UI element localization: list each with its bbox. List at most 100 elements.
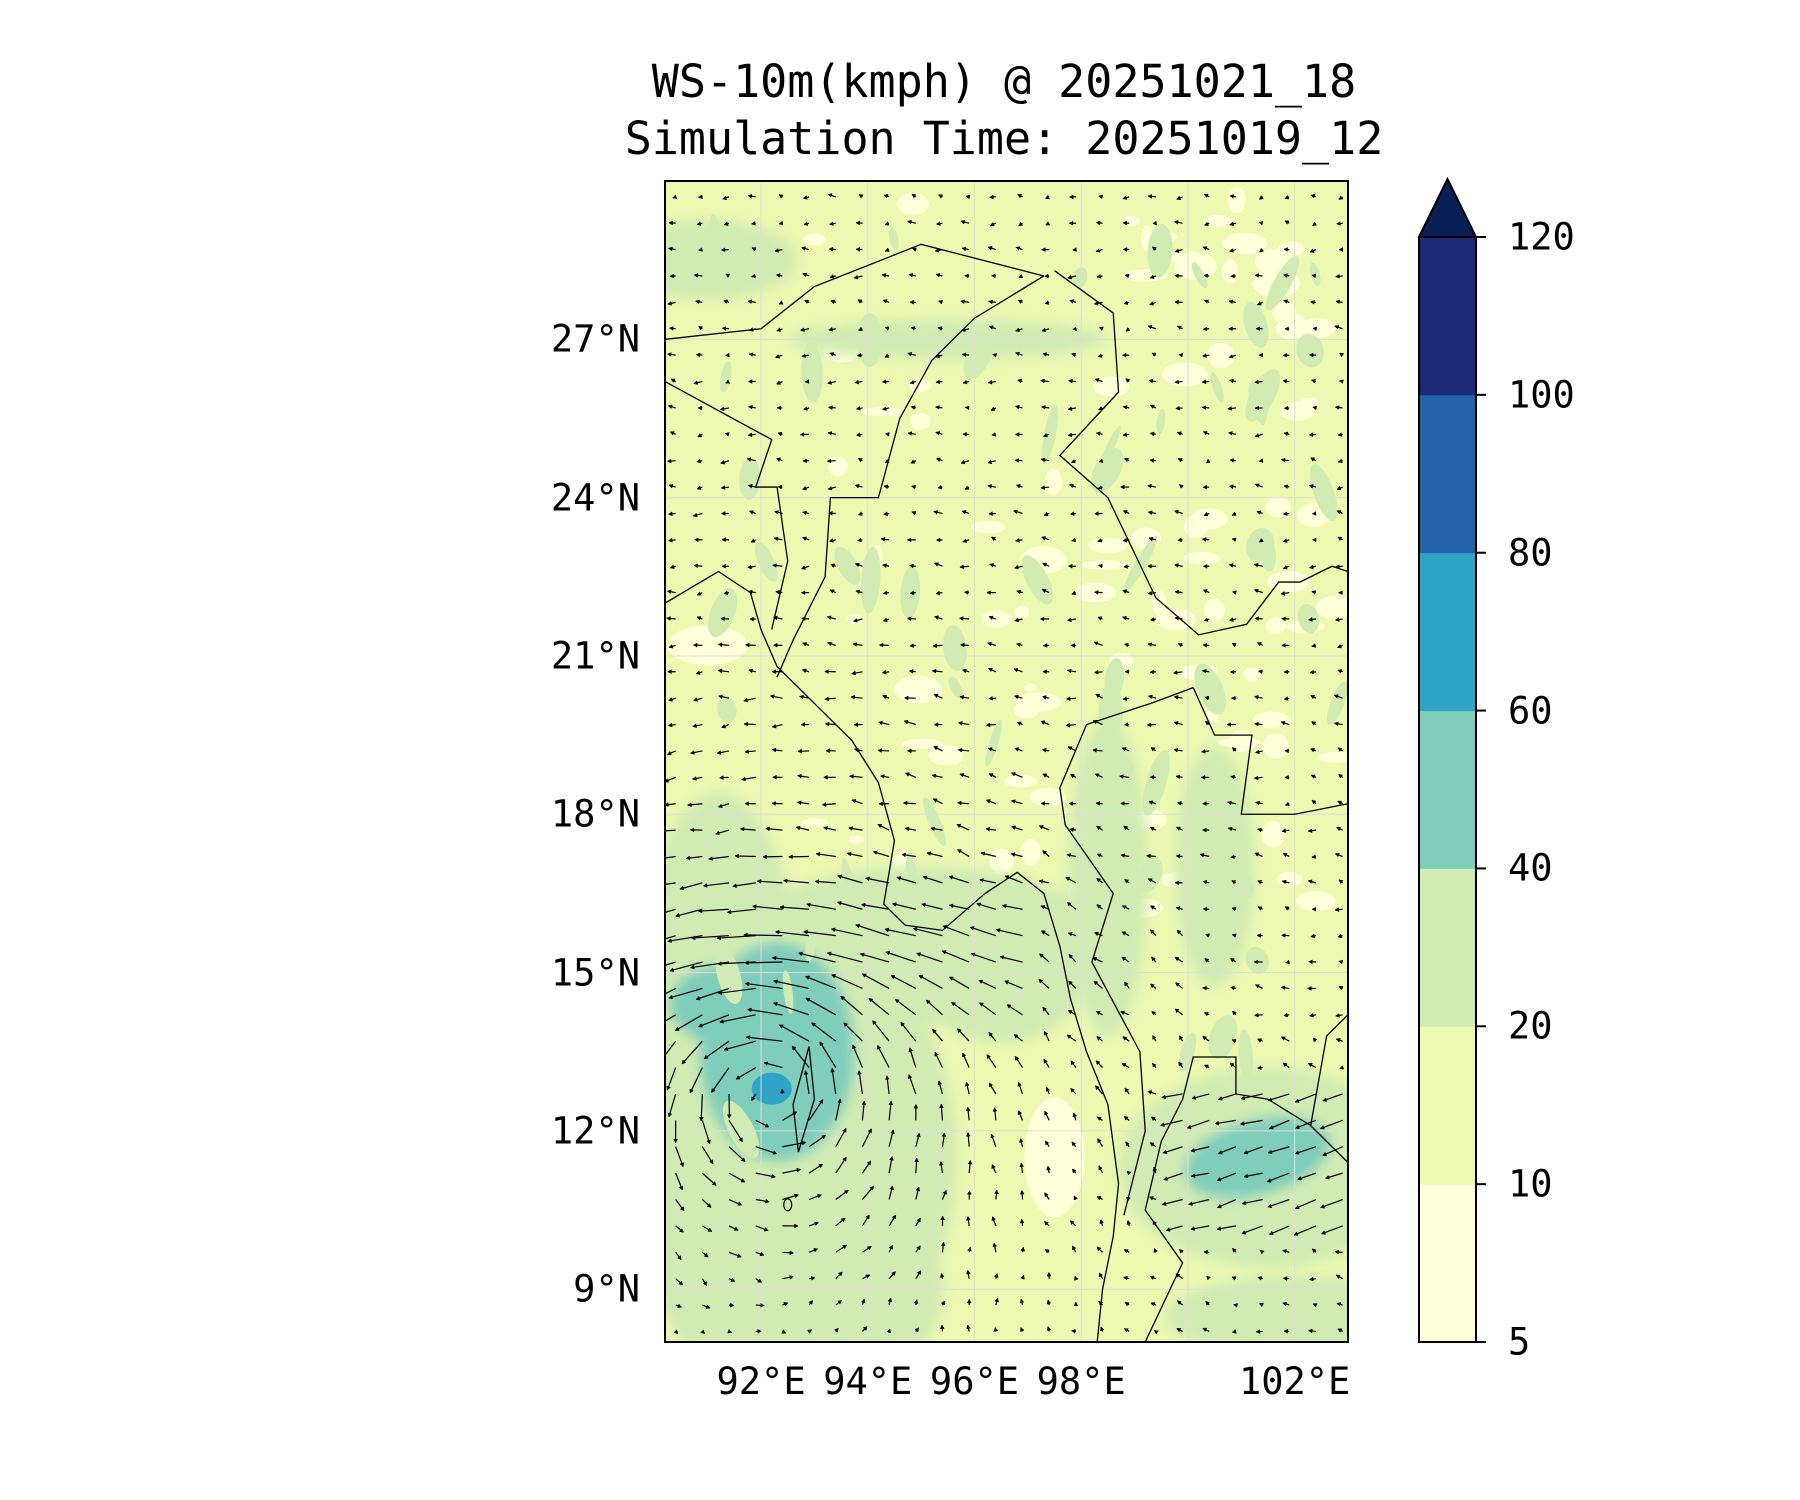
wind-arrowhead xyxy=(1230,774,1235,780)
wind-arrow xyxy=(665,935,676,940)
wind-arrowhead xyxy=(1068,801,1074,806)
wind-arrowhead xyxy=(1267,1203,1273,1208)
wind-arrowhead xyxy=(933,722,939,727)
wind-arrowhead xyxy=(891,902,897,907)
wind-arrowhead xyxy=(719,1019,724,1024)
wind-arrowhead xyxy=(725,352,730,358)
wind-arrowhead xyxy=(941,950,947,955)
wind-arrowhead xyxy=(925,999,931,1005)
wind-arrowhead xyxy=(1072,1112,1078,1118)
wind-arrowhead xyxy=(1161,1094,1166,1100)
colorbar-tick-label: 20 xyxy=(1508,1004,1553,1048)
wind-arrowhead xyxy=(1099,1326,1105,1332)
wind-arrowhead xyxy=(1097,616,1103,621)
wind-arrowhead xyxy=(882,406,887,411)
wind-arrowhead xyxy=(909,563,914,569)
wind-arrowhead xyxy=(776,380,782,385)
wind-arrowhead xyxy=(986,590,991,595)
wind-arrowhead xyxy=(1310,747,1315,753)
wind-arrowhead xyxy=(800,327,805,332)
wind-arrowhead xyxy=(738,1137,743,1143)
wind-arrowhead xyxy=(1205,1300,1210,1306)
wind-arrowhead xyxy=(930,826,936,832)
wind-arrow xyxy=(717,935,756,939)
wind-arrowhead xyxy=(697,433,703,438)
wind-arrowhead xyxy=(1311,721,1317,726)
lon-tick-label: 94°E xyxy=(823,1360,913,1403)
wind-arrowhead xyxy=(855,220,861,226)
wind-arrowhead xyxy=(765,1198,770,1204)
wind-arrowhead xyxy=(1016,721,1022,726)
wind-arrowhead xyxy=(830,299,836,305)
wind-arrowhead xyxy=(1337,933,1343,939)
wind-arrowhead xyxy=(1098,563,1103,569)
wind-arrowhead xyxy=(1258,352,1264,358)
wind-arrowhead xyxy=(991,432,997,437)
wind-arrowhead xyxy=(1041,588,1047,594)
wind-arrowhead xyxy=(1119,774,1124,779)
wind-arrowhead xyxy=(1338,879,1344,885)
wind-arrowhead xyxy=(988,696,993,701)
wind-arrowhead xyxy=(1122,510,1128,515)
wind-arrowhead xyxy=(1097,353,1103,358)
wind-arrowhead xyxy=(668,483,674,489)
wind-arrowhead xyxy=(896,876,902,881)
wind-arrowhead xyxy=(908,669,914,674)
wind-arrowhead xyxy=(652,884,656,888)
wind-arrowhead xyxy=(1217,1150,1223,1155)
wind-arrowhead xyxy=(669,564,675,569)
wind-arrowhead xyxy=(854,747,859,753)
wind-arrowhead xyxy=(1173,720,1179,726)
wind-arrowhead xyxy=(1019,1138,1024,1143)
wind-arrowhead xyxy=(763,1061,769,1066)
wind-arrowhead xyxy=(698,326,704,331)
wind-arrowhead xyxy=(909,643,914,648)
wind-arrowhead xyxy=(1123,1275,1128,1281)
shading-5-10 xyxy=(1300,397,1319,408)
wind-arrowhead xyxy=(1243,1173,1249,1179)
shading-5-10 xyxy=(981,610,1012,629)
wind-arrowhead xyxy=(696,616,702,621)
wind-arrowhead xyxy=(1311,379,1316,384)
wind-arrowhead xyxy=(744,981,750,987)
wind-arrowhead xyxy=(757,1278,763,1283)
wind-arrowhead xyxy=(1282,378,1287,384)
wind-arrowhead xyxy=(792,1111,798,1116)
wind-arrowhead xyxy=(1097,485,1103,490)
shading-20-40 xyxy=(1142,749,1170,816)
wind-arrowhead xyxy=(1336,221,1341,226)
wind-arrowhead xyxy=(1229,617,1234,622)
wind-arrowhead xyxy=(1151,246,1157,252)
shading-20-40 xyxy=(921,923,1082,1044)
wind-arrowhead xyxy=(862,1326,868,1331)
wind-arrowhead xyxy=(1281,828,1287,833)
wind-arrowhead xyxy=(1070,458,1076,464)
wind-arrowhead xyxy=(939,1272,945,1278)
wind-arrowhead xyxy=(948,903,954,909)
wind-arrowhead xyxy=(865,1214,870,1220)
wind-arrowhead xyxy=(667,669,672,675)
wind-arrowhead xyxy=(935,405,940,410)
wind-arrowhead xyxy=(693,273,699,278)
wind-arrowhead xyxy=(778,300,784,305)
shading-5-10 xyxy=(1252,711,1290,729)
coastline-myanmar xyxy=(665,570,1120,1342)
wind-arrowhead xyxy=(775,589,780,595)
wind-arrowhead xyxy=(1294,1150,1300,1155)
wind-arrowhead xyxy=(1284,775,1289,780)
wind-arrowhead xyxy=(1095,1060,1101,1066)
wind-arrowhead xyxy=(901,852,907,858)
wind-arrowhead xyxy=(1095,801,1101,806)
wind-arrowhead xyxy=(987,459,993,465)
wind-arrowhead xyxy=(857,326,863,332)
wind-arrowhead xyxy=(748,668,754,674)
wind-arrowhead xyxy=(757,1329,762,1334)
wind-arrowhead xyxy=(1255,984,1260,989)
wind-arrowhead xyxy=(697,405,702,411)
wind-arrowhead xyxy=(1255,800,1260,806)
wind-arrowhead xyxy=(918,975,924,980)
shading-5-10 xyxy=(1190,508,1228,530)
wind-arrowhead xyxy=(1150,747,1156,752)
colorbar-frame xyxy=(1418,236,1477,1343)
wind-arrow xyxy=(861,903,890,910)
